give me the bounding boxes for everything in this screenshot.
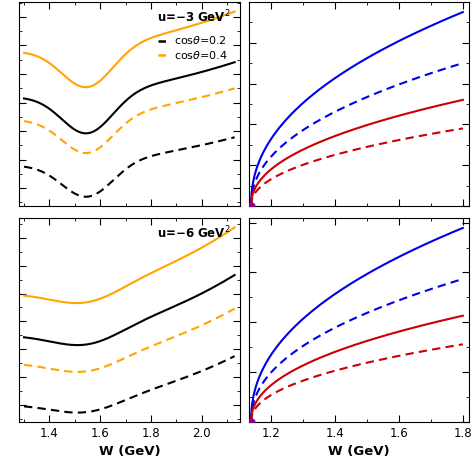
Legend: $\mathrm{cos}\theta$=0.2, $\mathrm{cos}\theta$=0.4: $\mathrm{cos}\theta$=0.2, $\mathrm{cos}\…	[158, 35, 228, 61]
Text: u=−3 GeV$^2$: u=−3 GeV$^2$	[157, 9, 231, 25]
X-axis label: W (GeV): W (GeV)	[99, 445, 160, 458]
Text: u=−6 GeV$^2$: u=−6 GeV$^2$	[157, 224, 231, 241]
X-axis label: W (GeV): W (GeV)	[328, 445, 390, 458]
